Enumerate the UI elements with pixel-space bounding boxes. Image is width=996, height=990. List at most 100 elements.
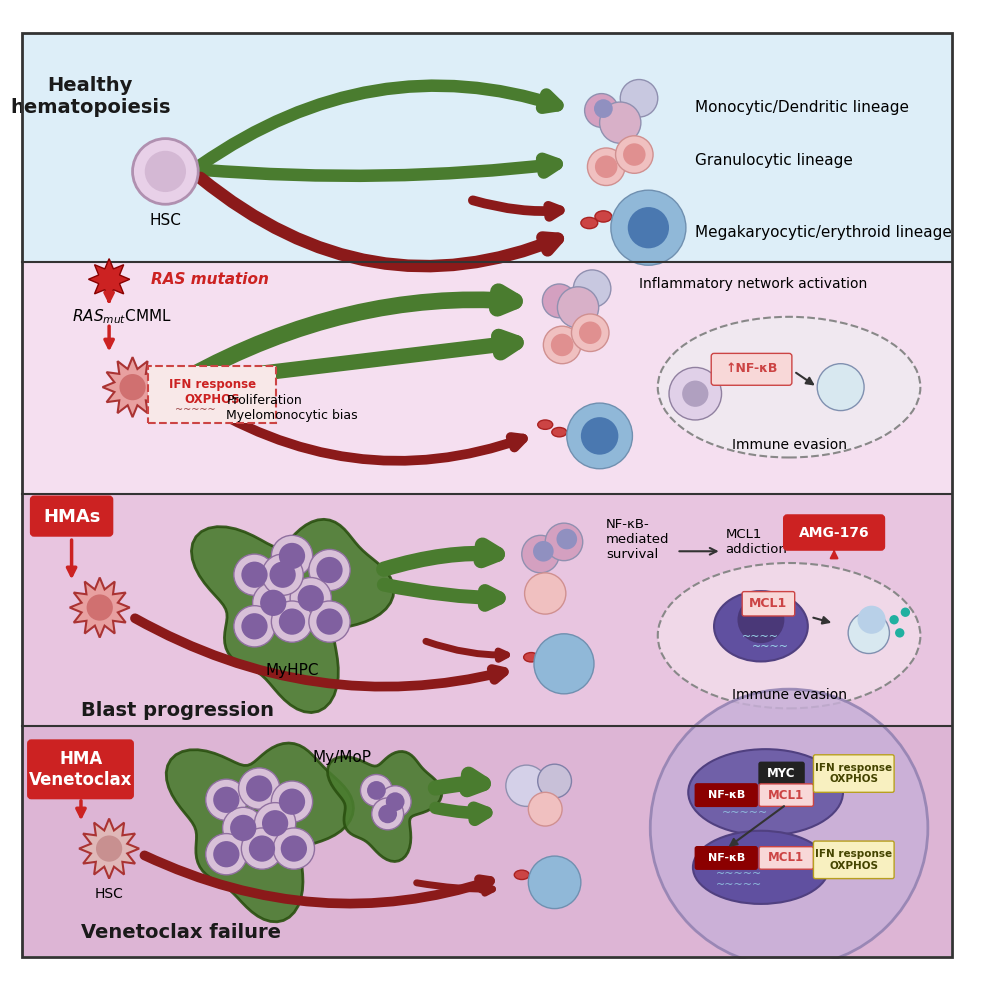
FancyBboxPatch shape	[785, 516, 883, 549]
Text: Monocytic/Dendritic lineage: Monocytic/Dendritic lineage	[695, 100, 909, 115]
Text: MCL1: MCL1	[768, 789, 805, 802]
Ellipse shape	[524, 652, 539, 662]
Circle shape	[528, 856, 581, 909]
Text: MCL1
addiction: MCL1 addiction	[725, 528, 787, 556]
Circle shape	[262, 810, 288, 837]
Polygon shape	[166, 743, 354, 922]
Text: Venetoclax failure: Venetoclax failure	[81, 924, 281, 942]
FancyBboxPatch shape	[711, 353, 792, 385]
Circle shape	[522, 536, 560, 573]
Circle shape	[533, 541, 554, 561]
Circle shape	[241, 828, 283, 869]
Ellipse shape	[693, 831, 829, 904]
Circle shape	[900, 608, 910, 617]
FancyBboxPatch shape	[23, 34, 951, 262]
Circle shape	[246, 775, 272, 802]
Circle shape	[621, 79, 657, 117]
Circle shape	[616, 136, 653, 173]
Circle shape	[367, 781, 385, 800]
Circle shape	[594, 99, 613, 118]
Circle shape	[385, 792, 404, 811]
Text: IFN response
OXPHOS: IFN response OXPHOS	[815, 762, 892, 784]
Circle shape	[372, 798, 403, 830]
Circle shape	[895, 629, 904, 638]
Circle shape	[737, 596, 785, 644]
Circle shape	[273, 828, 315, 869]
FancyBboxPatch shape	[695, 784, 757, 807]
Circle shape	[551, 334, 574, 356]
Circle shape	[567, 403, 632, 468]
Polygon shape	[191, 520, 393, 713]
Ellipse shape	[538, 420, 553, 430]
Circle shape	[230, 815, 256, 842]
Circle shape	[650, 689, 928, 967]
FancyBboxPatch shape	[31, 497, 112, 536]
Circle shape	[222, 807, 264, 848]
Circle shape	[545, 523, 583, 560]
Ellipse shape	[688, 749, 843, 836]
Circle shape	[379, 786, 411, 818]
Text: ↑NF-κB: ↑NF-κB	[725, 362, 778, 375]
Text: ~~~~~: ~~~~~	[716, 880, 762, 890]
Ellipse shape	[657, 563, 920, 709]
Circle shape	[309, 601, 351, 643]
Text: $RAS_{mut}$CMML: $RAS_{mut}$CMML	[72, 308, 171, 326]
FancyBboxPatch shape	[23, 494, 951, 726]
Text: HMA
Venetoclax: HMA Venetoclax	[29, 750, 132, 789]
Circle shape	[669, 367, 721, 420]
FancyBboxPatch shape	[695, 846, 757, 869]
Circle shape	[309, 549, 351, 591]
FancyBboxPatch shape	[814, 842, 894, 878]
Text: HSC: HSC	[149, 213, 181, 228]
Circle shape	[623, 144, 645, 165]
Circle shape	[213, 787, 239, 813]
Circle shape	[627, 207, 669, 248]
Polygon shape	[89, 258, 129, 300]
Circle shape	[574, 270, 611, 308]
Circle shape	[849, 612, 889, 653]
Circle shape	[234, 606, 275, 646]
Text: Inflammatory network activation: Inflammatory network activation	[639, 277, 868, 291]
Circle shape	[120, 374, 145, 400]
Text: HSC: HSC	[95, 887, 124, 901]
Circle shape	[253, 582, 294, 624]
Text: ~~~~: ~~~~	[742, 633, 779, 643]
FancyBboxPatch shape	[814, 754, 894, 792]
Text: My/MoP: My/MoP	[313, 750, 372, 765]
Text: MYC: MYC	[767, 767, 796, 780]
Text: RAS mutation: RAS mutation	[151, 272, 269, 287]
Circle shape	[260, 590, 287, 616]
Circle shape	[585, 94, 619, 128]
Text: ~~~~: ~~~~	[752, 642, 789, 651]
Circle shape	[255, 803, 296, 843]
Circle shape	[249, 836, 275, 861]
Ellipse shape	[657, 317, 920, 457]
Text: ~~~~~: ~~~~~	[721, 797, 768, 807]
FancyBboxPatch shape	[759, 762, 804, 785]
Circle shape	[87, 594, 113, 621]
Circle shape	[298, 585, 324, 611]
Text: NF-κB-
mediated
survival: NF-κB- mediated survival	[607, 518, 669, 560]
Circle shape	[581, 417, 619, 454]
Polygon shape	[70, 577, 129, 638]
Polygon shape	[79, 819, 139, 878]
Circle shape	[506, 765, 547, 807]
Circle shape	[213, 842, 239, 867]
Circle shape	[132, 139, 198, 204]
Circle shape	[889, 615, 898, 625]
Circle shape	[525, 573, 566, 614]
Circle shape	[361, 774, 392, 807]
Circle shape	[543, 284, 576, 318]
Text: MyHPC: MyHPC	[265, 663, 319, 678]
Text: IFN response
OXPHOS: IFN response OXPHOS	[815, 849, 892, 870]
Text: NF-κB: NF-κB	[707, 790, 745, 800]
Circle shape	[238, 768, 280, 809]
Circle shape	[281, 836, 307, 861]
Polygon shape	[103, 357, 162, 417]
Text: MCL1: MCL1	[768, 851, 805, 864]
Circle shape	[528, 792, 562, 826]
Circle shape	[817, 363, 865, 411]
FancyBboxPatch shape	[759, 846, 814, 869]
Ellipse shape	[552, 428, 567, 437]
Circle shape	[271, 601, 313, 643]
